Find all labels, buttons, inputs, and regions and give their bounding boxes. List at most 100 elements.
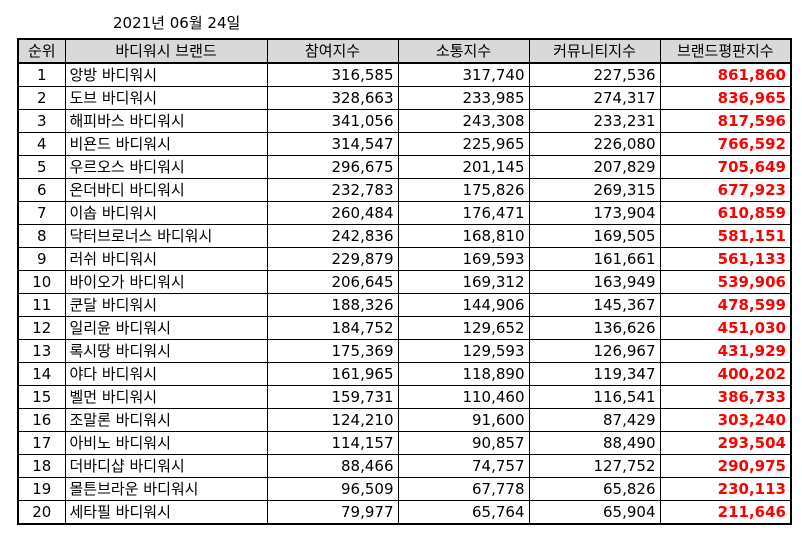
cell-rank: 14 (17, 362, 66, 386)
cell-participation: 96,509 (266, 477, 399, 501)
table-body: 1 앙방 바디워시 316,585 317,740 227,536 861,860 2 도브 … (17, 62, 792, 525)
table-row: 13 록시땅 바디워시 175,369 129,593 126,967 431,929 (17, 339, 792, 363)
header-participation: 참여지수 (266, 38, 399, 64)
cell-brand: 야다 바디워시 (64, 362, 268, 386)
cell-participation: 314,547 (266, 132, 399, 156)
brand-reputation-table: 순위 바디워시 브랜드 참여지수 소통지수 커뮤니티지수 브랜드평판지수 1 앙방… (17, 38, 792, 525)
report-date: 2021년 06월 24일 (113, 14, 241, 32)
cell-communication: 225,965 (397, 132, 530, 156)
cell-reputation: 861,860 (659, 62, 792, 87)
table-row: 10 바이오가 바디워시 206,645 169,312 163,949 539,906 (17, 270, 792, 294)
cell-rank: 17 (17, 431, 66, 455)
cell-brand: 아비노 바디워시 (64, 431, 268, 455)
table-row: 4 비욘드 바디워시 314,547 225,965 226,080 766,592 (17, 132, 792, 156)
table-row: 12 일리윤 바디워시 184,752 129,652 136,626 451,030 (17, 316, 792, 340)
cell-brand: 일리윤 바디워시 (64, 316, 268, 340)
cell-community: 88,490 (528, 431, 661, 455)
cell-rank: 6 (17, 178, 66, 202)
cell-community: 233,231 (528, 109, 661, 133)
cell-brand: 쿤달 바디워시 (64, 293, 268, 317)
cell-rank: 20 (17, 500, 66, 525)
cell-community: 126,967 (528, 339, 661, 363)
table-row: 7 이솝 바디워시 260,484 176,471 173,904 610,859 (17, 201, 792, 225)
cell-brand: 조말론 바디워시 (64, 408, 268, 432)
cell-community: 119,347 (528, 362, 661, 386)
cell-rank: 16 (17, 408, 66, 432)
cell-rank: 5 (17, 155, 66, 179)
cell-participation: 184,752 (266, 316, 399, 340)
cell-participation: 88,466 (266, 454, 399, 478)
cell-community: 127,752 (528, 454, 661, 478)
cell-community: 226,080 (528, 132, 661, 156)
cell-communication: 129,652 (397, 316, 530, 340)
cell-communication: 169,593 (397, 247, 530, 271)
cell-reputation: 230,113 (659, 477, 792, 501)
cell-community: 274,317 (528, 86, 661, 110)
cell-reputation: 677,923 (659, 178, 792, 202)
cell-reputation: 386,733 (659, 385, 792, 409)
cell-communication: 169,312 (397, 270, 530, 294)
cell-communication: 176,471 (397, 201, 530, 225)
table-row: 2 도브 바디워시 328,663 233,985 274,317 836,965 (17, 86, 792, 110)
cell-participation: 175,369 (266, 339, 399, 363)
cell-rank: 8 (17, 224, 66, 248)
cell-reputation: 817,596 (659, 109, 792, 133)
cell-brand: 비욘드 바디워시 (64, 132, 268, 156)
table-row: 19 몰튼브라운 바디워시 96,509 67,778 65,826 230,113 (17, 477, 792, 501)
cell-participation: 159,731 (266, 385, 399, 409)
cell-rank: 1 (17, 62, 66, 87)
cell-communication: 175,826 (397, 178, 530, 202)
cell-brand: 몰튼브라운 바디워시 (64, 477, 268, 501)
cell-brand: 온더바디 바디워시 (64, 178, 268, 202)
cell-brand: 이솝 바디워시 (64, 201, 268, 225)
cell-reputation: 478,599 (659, 293, 792, 317)
header-communication: 소통지수 (397, 38, 530, 64)
cell-communication: 118,890 (397, 362, 530, 386)
table-row: 16 조말론 바디워시 124,210 91,600 87,429 303,240 (17, 408, 792, 432)
table-row: 20 세타필 바디워시 79,977 65,764 65,904 211,646 (17, 500, 792, 525)
cell-participation: 188,326 (266, 293, 399, 317)
cell-community: 87,429 (528, 408, 661, 432)
cell-participation: 328,663 (266, 86, 399, 110)
cell-rank: 10 (17, 270, 66, 294)
cell-brand: 우르오스 바디워시 (64, 155, 268, 179)
cell-brand: 벨먼 바디워시 (64, 385, 268, 409)
cell-rank: 18 (17, 454, 66, 478)
cell-community: 269,315 (528, 178, 661, 202)
cell-rank: 9 (17, 247, 66, 271)
cell-community: 65,826 (528, 477, 661, 501)
table-row: 18 더바디샵 바디워시 88,466 74,757 127,752 290,975 (17, 454, 792, 478)
cell-brand: 세타필 바디워시 (64, 500, 268, 525)
cell-participation: 161,965 (266, 362, 399, 386)
cell-communication: 168,810 (397, 224, 530, 248)
cell-reputation: 561,133 (659, 247, 792, 271)
cell-communication: 74,757 (397, 454, 530, 478)
cell-community: 163,949 (528, 270, 661, 294)
table-row: 6 온더바디 바디워시 232,783 175,826 269,315 677,923 (17, 178, 792, 202)
table-header-row: 순위 바디워시 브랜드 참여지수 소통지수 커뮤니티지수 브랜드평판지수 (17, 38, 792, 64)
cell-rank: 19 (17, 477, 66, 501)
table-row: 3 해피바스 바디워시 341,056 243,308 233,231 817,596 (17, 109, 792, 133)
cell-rank: 4 (17, 132, 66, 156)
cell-communication: 129,593 (397, 339, 530, 363)
cell-reputation: 581,151 (659, 224, 792, 248)
cell-community: 145,367 (528, 293, 661, 317)
cell-participation: 114,157 (266, 431, 399, 455)
cell-participation: 260,484 (266, 201, 399, 225)
cell-reputation: 539,906 (659, 270, 792, 294)
cell-reputation: 293,504 (659, 431, 792, 455)
cell-brand: 록시땅 바디워시 (64, 339, 268, 363)
cell-communication: 110,460 (397, 385, 530, 409)
cell-reputation: 303,240 (659, 408, 792, 432)
table-row: 9 러쉬 바디워시 229,879 169,593 161,661 561,133 (17, 247, 792, 271)
cell-rank: 3 (17, 109, 66, 133)
cell-community: 207,829 (528, 155, 661, 179)
cell-reputation: 431,929 (659, 339, 792, 363)
cell-communication: 201,145 (397, 155, 530, 179)
cell-reputation: 766,592 (659, 132, 792, 156)
table-row: 15 벨먼 바디워시 159,731 110,460 116,541 386,733 (17, 385, 792, 409)
table-row: 14 야다 바디워시 161,965 118,890 119,347 400,202 (17, 362, 792, 386)
cell-communication: 91,600 (397, 408, 530, 432)
cell-participation: 316,585 (266, 62, 399, 87)
header-brand: 바디워시 브랜드 (64, 38, 268, 64)
